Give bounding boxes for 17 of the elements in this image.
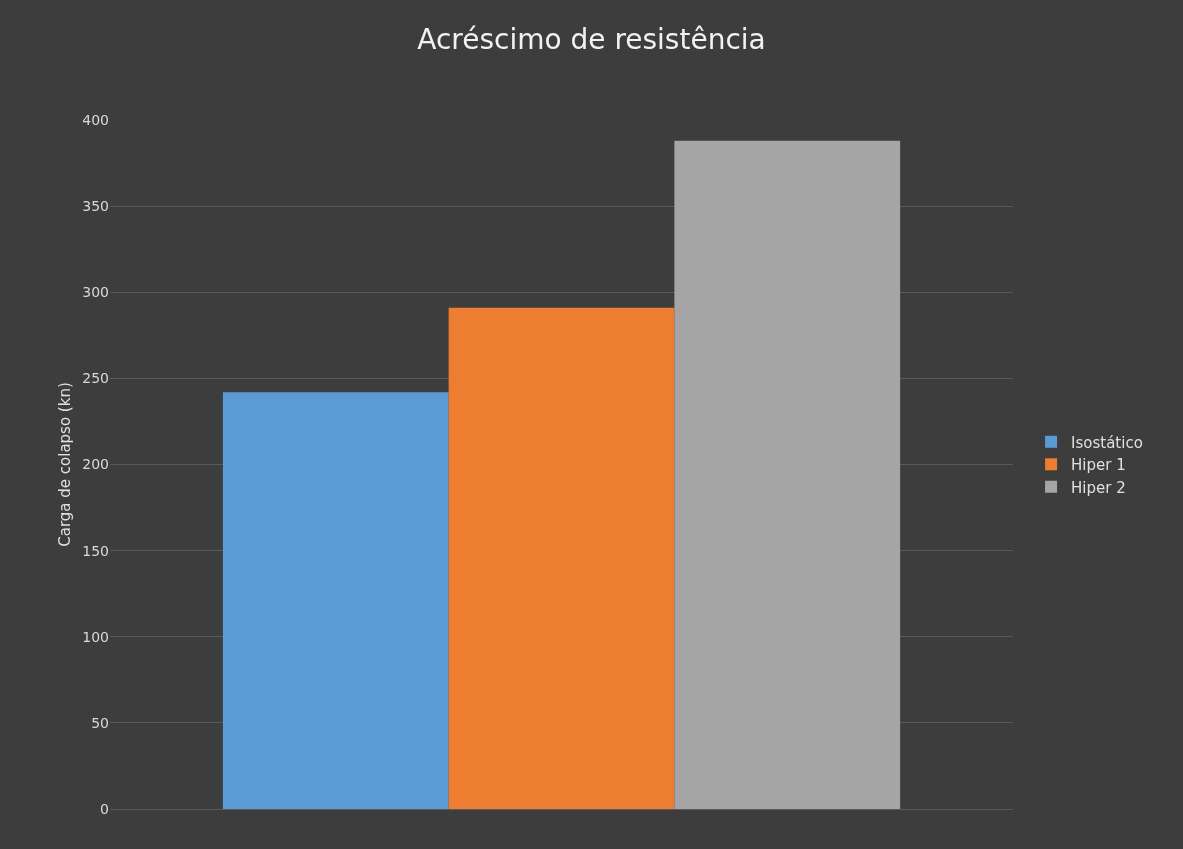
- bar: [222, 392, 449, 809]
- legend-label: Hiper 1: [1071, 456, 1126, 475]
- y-tick-label: 250: [82, 370, 109, 387]
- bar: [448, 307, 675, 809]
- y-tick-label: 350: [82, 198, 109, 215]
- y-tick-label: 150: [82, 542, 109, 559]
- y-tick-label: 300: [82, 284, 109, 301]
- y-axis-title: Carga de colapso (kn): [56, 382, 74, 547]
- legend-label: Hiper 2: [1071, 478, 1126, 497]
- y-tick-label: 100: [82, 628, 109, 645]
- y-tick-label: 50: [91, 714, 109, 731]
- y-tick-label: 400: [82, 111, 109, 128]
- legend-label: Isostático: [1071, 433, 1143, 452]
- y-tick-label: 0: [100, 800, 109, 817]
- chart-title: Acréscimo de resistência: [417, 23, 766, 57]
- bar: [674, 140, 901, 809]
- y-tick-label: 200: [82, 456, 109, 473]
